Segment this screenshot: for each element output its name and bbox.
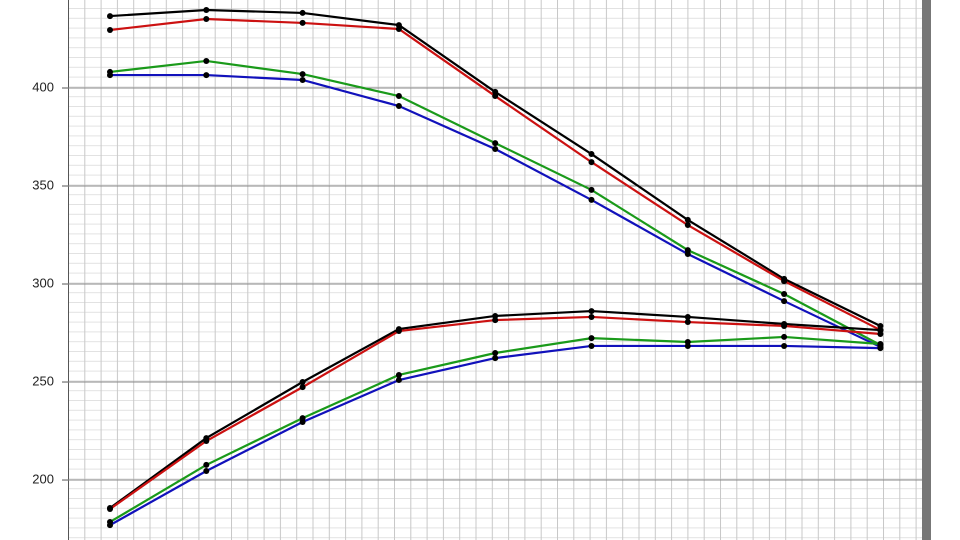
- right-border: [922, 0, 931, 540]
- point-marker: [203, 57, 210, 64]
- y-tick-label: 300: [32, 275, 54, 290]
- point-marker: [781, 291, 788, 298]
- point-marker: [299, 384, 306, 391]
- point-marker: [299, 76, 306, 83]
- point-marker: [781, 342, 788, 349]
- y-tick-label: 350: [32, 177, 54, 192]
- point-marker: [492, 317, 499, 324]
- point-marker: [492, 350, 499, 357]
- point-marker: [588, 313, 595, 320]
- point-marker: [684, 222, 691, 229]
- y-tick-label: 400: [32, 79, 54, 94]
- point-marker: [877, 345, 884, 352]
- point-marker: [492, 312, 499, 319]
- point-marker: [395, 26, 402, 33]
- point-marker: [588, 151, 595, 158]
- point-marker: [588, 335, 595, 342]
- point-marker: [877, 330, 884, 337]
- point-marker: [395, 377, 402, 384]
- point-marker: [877, 340, 884, 347]
- point-marker: [299, 71, 306, 78]
- point-marker: [684, 216, 691, 223]
- point-marker: [299, 19, 306, 26]
- point-marker: [492, 355, 499, 362]
- point-marker: [588, 186, 595, 193]
- point-marker: [299, 9, 306, 16]
- point-marker: [684, 319, 691, 326]
- vertical-grid: [68, 0, 922, 540]
- point-marker: [203, 6, 210, 13]
- point-marker: [203, 438, 210, 445]
- point-marker: [107, 72, 113, 79]
- point-marker: [588, 342, 595, 349]
- point-marker: [588, 159, 595, 166]
- point-marker: [203, 468, 210, 475]
- point-marker: [395, 93, 402, 100]
- point-marker: [203, 461, 210, 468]
- point-marker: [588, 196, 595, 203]
- y-tick-label: 250: [32, 373, 54, 388]
- point-marker: [203, 72, 210, 79]
- point-marker: [395, 371, 402, 378]
- point-marker: [107, 26, 113, 33]
- point-marker: [492, 145, 499, 152]
- point-marker: [492, 88, 499, 95]
- y-tick-label: 200: [32, 471, 54, 486]
- point-marker: [684, 313, 691, 320]
- point-marker: [781, 333, 788, 340]
- point-marker: [395, 328, 402, 335]
- point-marker: [781, 298, 788, 305]
- point-marker: [588, 308, 595, 315]
- point-marker: [492, 93, 499, 100]
- point-marker: [107, 522, 113, 529]
- point-marker: [877, 322, 884, 329]
- point-marker: [107, 13, 113, 20]
- point-marker: [395, 103, 402, 110]
- point-marker: [107, 506, 113, 513]
- point-marker: [299, 419, 306, 426]
- point-marker: [781, 322, 788, 329]
- point-marker: [299, 379, 306, 386]
- point-marker: [203, 16, 210, 23]
- point-marker: [684, 342, 691, 349]
- point-marker: [492, 140, 499, 147]
- point-marker: [781, 278, 788, 285]
- point-marker: [684, 251, 691, 258]
